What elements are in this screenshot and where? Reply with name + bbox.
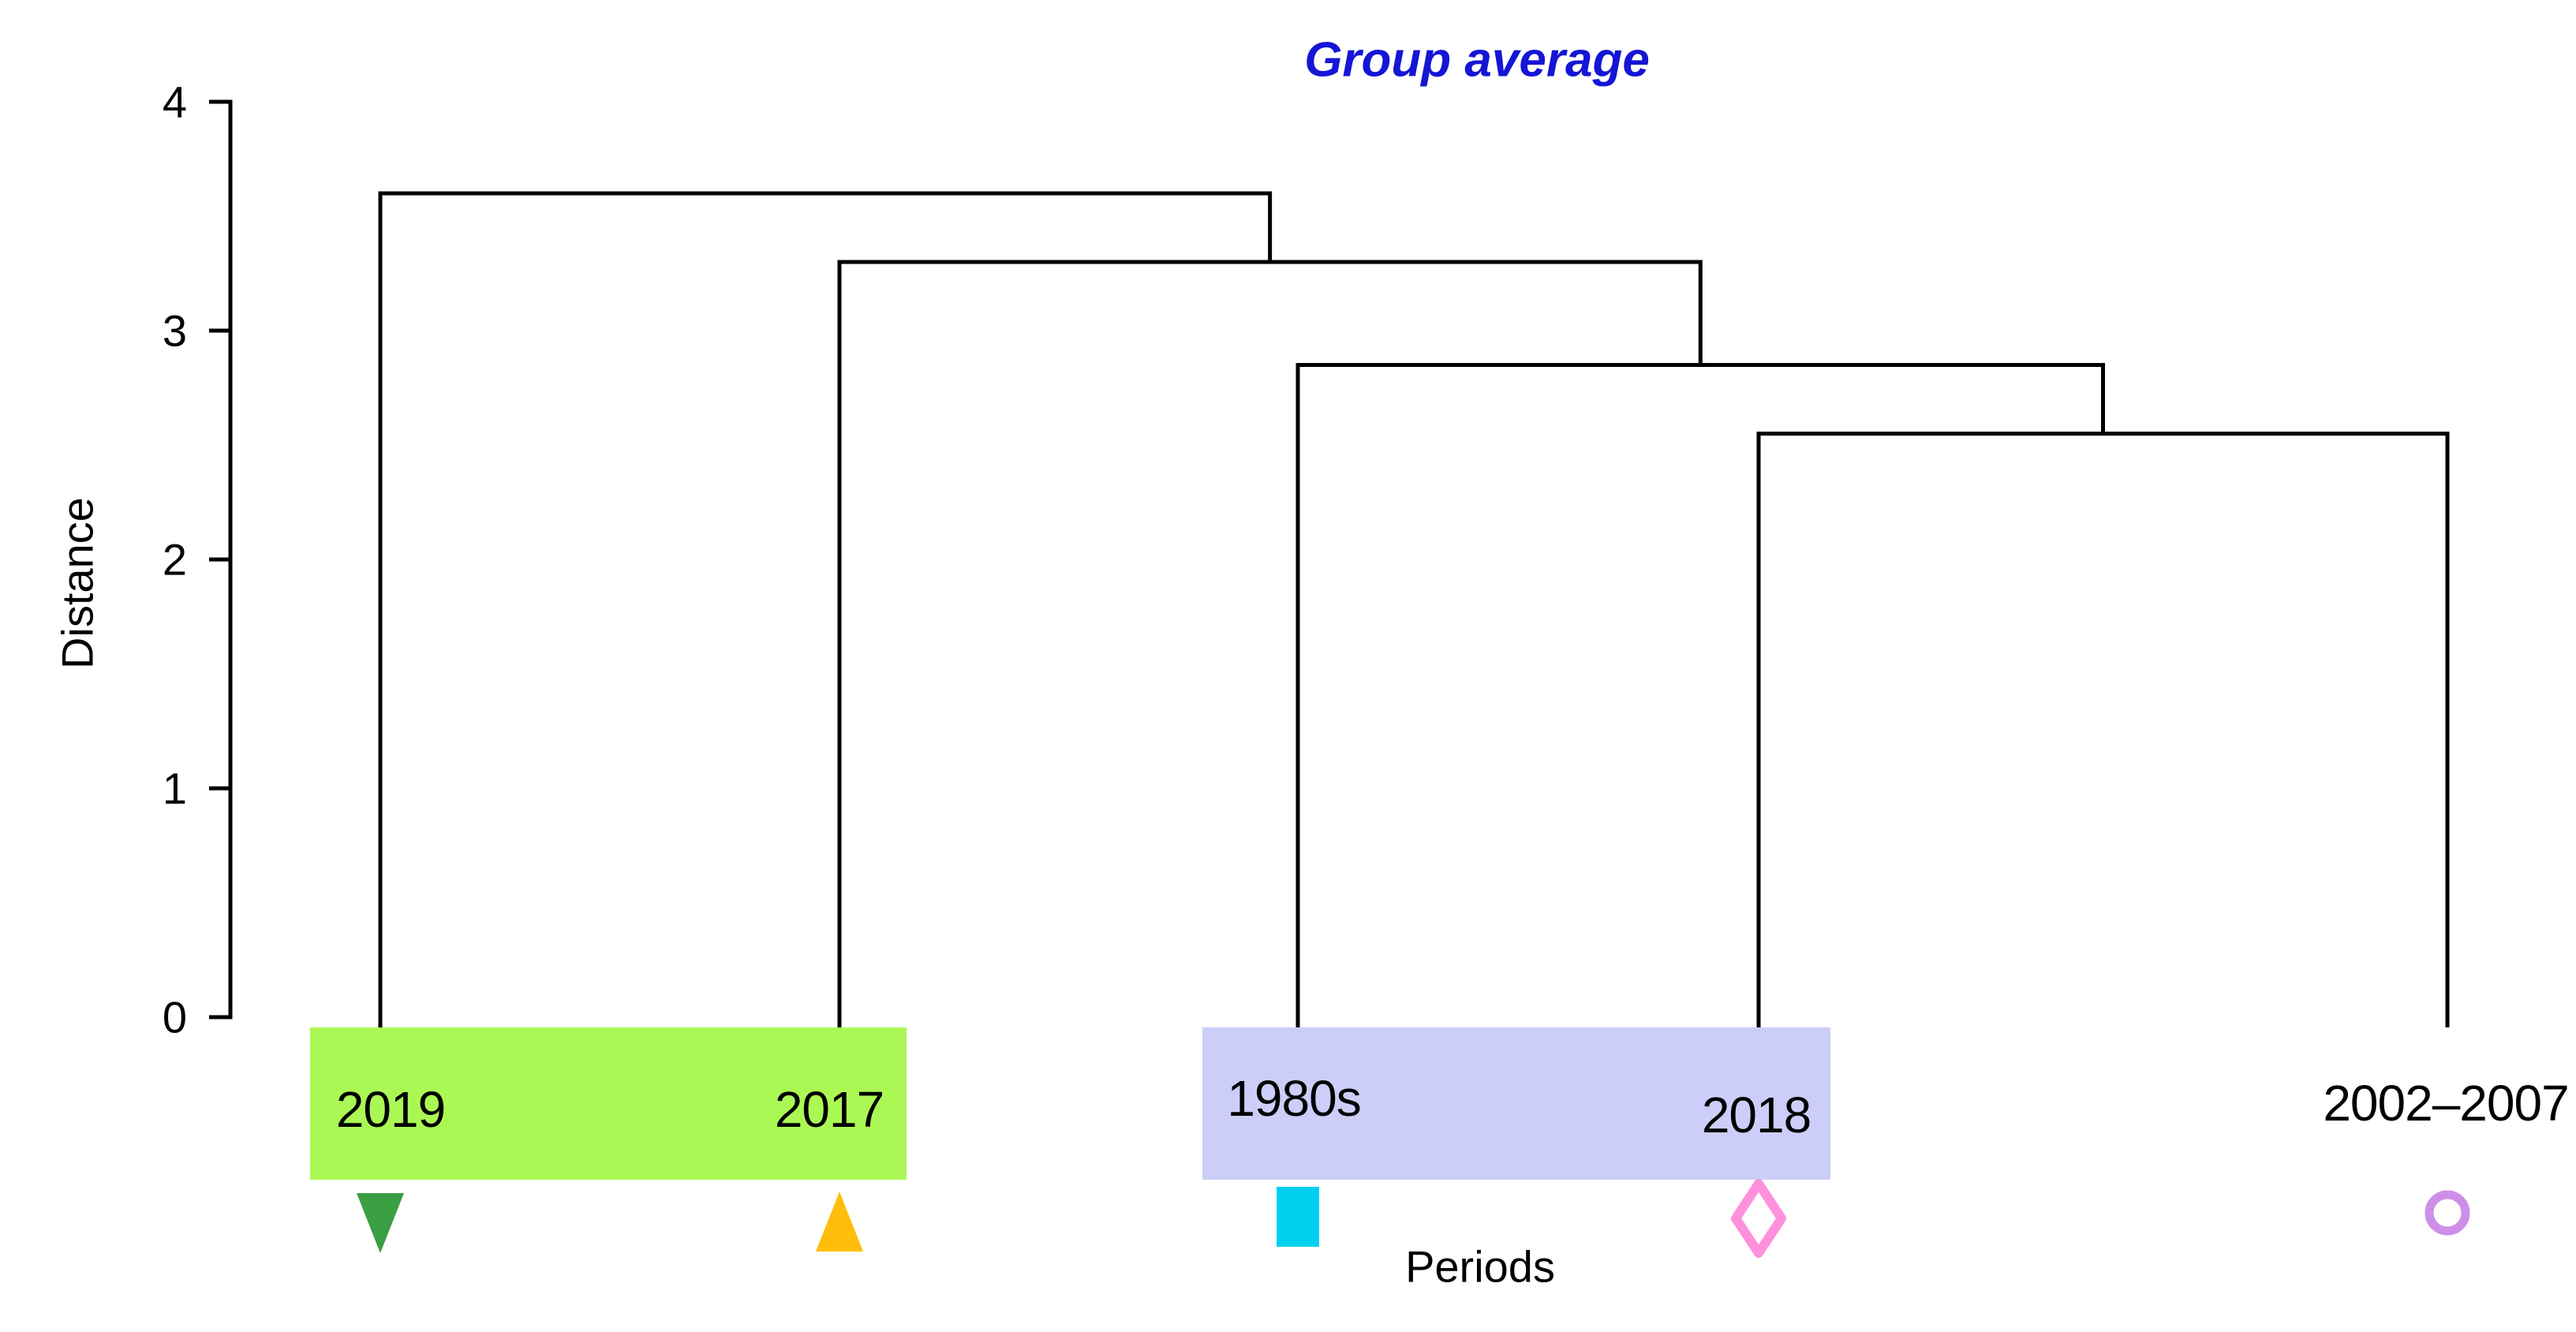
dendrogram-figure: Group average Distance Periods 4 3 2 1 0… [32, 13, 2576, 1319]
y-tick-label-1: 1 [162, 763, 187, 814]
leaf-marker-diamond-open-icon [1731, 1179, 1786, 1258]
leaf-marker-square-filled-icon [1277, 1187, 1319, 1247]
leaf-label-2017: 2017 [774, 1081, 884, 1138]
leaf-label-1980s: 1980s [1227, 1070, 1361, 1127]
y-tick-label-3: 3 [162, 305, 187, 356]
leaf-label-2019: 2019 [335, 1081, 446, 1138]
dendrogram-link-0 [1756, 432, 2450, 1027]
dendrogram-link-1 [1295, 363, 2105, 1027]
y-tick-label-4: 4 [162, 77, 187, 127]
y-axis-label: Distance [52, 497, 103, 669]
leaf-marker-circle-open-icon [2425, 1190, 2470, 1236]
leaf-label-2002-2007: 2002–2007 [2323, 1075, 2569, 1132]
chart-title: Group average [1304, 32, 1650, 88]
dendrogram-link-3 [378, 191, 1273, 1027]
y-tick-label-2: 2 [162, 534, 187, 585]
y-tick-label-0: 0 [162, 992, 187, 1042]
dendrogram-link-2 [837, 260, 1703, 1027]
leaf-marker-triangle-up-filled-icon [816, 1192, 863, 1252]
leaf-marker-triangle-down-filled-icon [357, 1193, 404, 1253]
dendrogram-canvas [209, 99, 2470, 1258]
x-axis-label: Periods [1405, 1241, 1555, 1292]
highlight-box-1980s-2018 [1202, 1027, 1830, 1180]
highlight-box-2019-2017 [310, 1027, 907, 1180]
leaf-label-2018: 2018 [1701, 1087, 1811, 1143]
